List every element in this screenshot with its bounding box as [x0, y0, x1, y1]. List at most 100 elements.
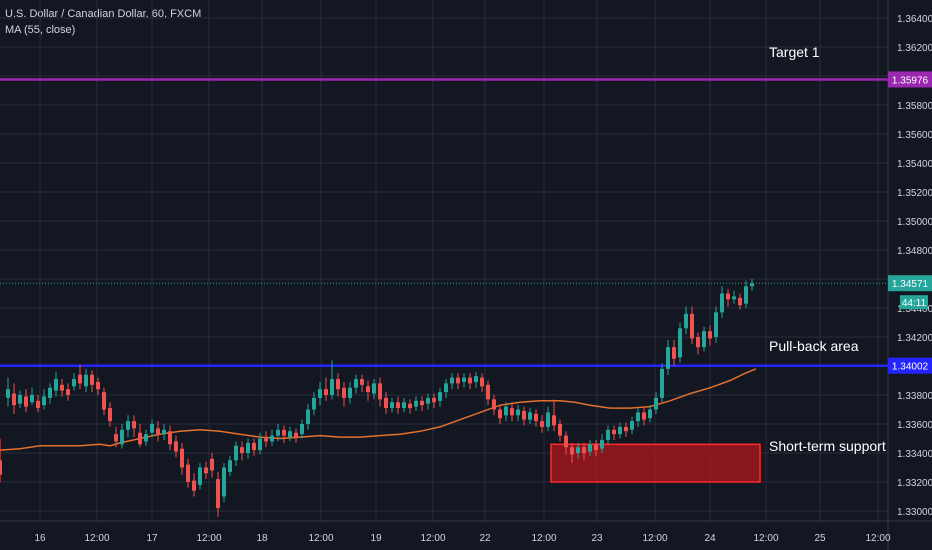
y-tick-label: 1.34800: [897, 246, 932, 257]
candle-body: [114, 434, 118, 442]
candle: [582, 442, 586, 461]
candle: [648, 405, 652, 423]
countdown-tag: [900, 295, 928, 310]
candle-body: [246, 442, 250, 453]
moving-average: [0, 368, 757, 451]
candle-body: [588, 444, 592, 452]
candle-body: [606, 429, 610, 440]
candle-body: [384, 397, 388, 409]
support-annotation: Short-term support: [769, 438, 886, 454]
x-tick-label: 19: [370, 533, 382, 544]
y-tick-label: 1.33200: [897, 478, 932, 489]
candle: [150, 419, 154, 438]
x-tick-label: 12:00: [642, 533, 667, 544]
candle: [66, 383, 70, 401]
candle: [18, 390, 22, 409]
candle: [72, 373, 76, 391]
candle-body: [642, 412, 646, 420]
candle-body: [276, 429, 280, 436]
candle: [60, 379, 64, 397]
candle-body: [594, 444, 598, 451]
candle-body: [636, 412, 640, 422]
candle: [474, 371, 478, 388]
y-tick-label: 1.33000: [897, 507, 932, 518]
candle-body: [294, 432, 298, 438]
candle: [654, 392, 658, 414]
candle: [96, 377, 100, 395]
candle-body: [576, 447, 580, 453]
candle-body: [654, 397, 658, 410]
candle-body: [336, 379, 340, 390]
candle-body: [162, 429, 166, 435]
x-tick-label: 12:00: [865, 533, 890, 544]
level-price-tag: [888, 71, 932, 88]
candle-body: [0, 460, 2, 475]
candle-body: [390, 402, 394, 409]
candle-body: [306, 409, 310, 424]
candle-body: [702, 331, 706, 348]
candle-body: [150, 424, 154, 433]
candle-body: [210, 458, 214, 471]
candle: [678, 322, 682, 364]
candle: [48, 383, 52, 404]
candle: [24, 389, 28, 413]
candle: [108, 402, 112, 427]
candle-body: [678, 328, 682, 358]
candle-body: [522, 410, 526, 420]
candle: [456, 373, 460, 390]
level-price-label: 1.35976: [892, 75, 929, 86]
candle-body: [648, 409, 652, 419]
candle: [726, 289, 730, 307]
candle: [684, 306, 688, 335]
candle: [576, 442, 580, 459]
candle: [702, 326, 706, 352]
candle-body: [252, 442, 256, 451]
candle-body: [108, 408, 112, 422]
candle: [270, 429, 274, 446]
candle: [690, 306, 694, 345]
candle: [534, 409, 538, 427]
x-tick-label: 12:00: [420, 533, 445, 544]
candle-body: [498, 409, 502, 419]
candle-body: [156, 428, 160, 435]
candle: [444, 379, 448, 398]
candle-body: [90, 374, 94, 385]
candle-body: [378, 383, 382, 400]
candle-body: [366, 386, 370, 393]
candle-body: [66, 389, 70, 395]
candle: [246, 438, 250, 459]
candle-body: [72, 379, 76, 387]
candle-body: [732, 296, 736, 300]
candle-body: [624, 426, 628, 432]
candle: [330, 360, 334, 400]
candle-body: [78, 374, 82, 384]
candle-body: [486, 384, 490, 400]
candle: [426, 393, 430, 410]
candle-body: [18, 395, 22, 404]
candle-body: [318, 389, 322, 398]
y-tick-label: 1.34200: [897, 333, 932, 344]
candle: [114, 426, 118, 448]
candle: [102, 387, 106, 416]
candle-body: [192, 480, 196, 491]
y-tick-label: 1.35800: [897, 101, 932, 112]
horizontal-levels: [0, 78, 888, 367]
candle: [198, 463, 202, 490]
candle-body: [408, 403, 412, 409]
candle: [348, 381, 352, 404]
candle-body: [438, 392, 442, 401]
y-tick-label: 1.36400: [897, 14, 932, 25]
candle: [354, 374, 358, 394]
candle: [450, 373, 454, 390]
candle-body: [600, 439, 604, 449]
candle: [558, 419, 562, 442]
candle: [588, 439, 592, 456]
candle-body: [282, 429, 286, 436]
candle: [666, 339, 670, 375]
x-tick-label: 17: [146, 533, 158, 544]
candle: [156, 421, 160, 442]
candle: [660, 363, 664, 403]
price-axis: 1.33000 1.33200 1.33400 1.33600 1.33800 1.340…: [887, 0, 932, 550]
candle: [192, 473, 196, 497]
